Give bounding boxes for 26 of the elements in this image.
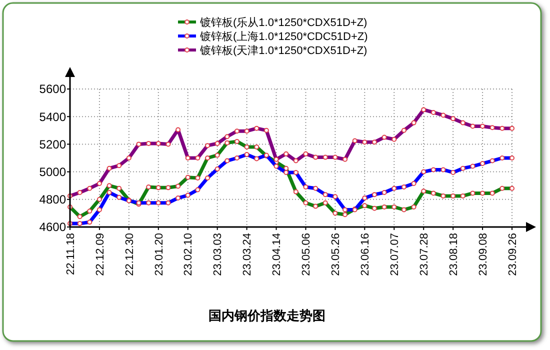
x-tick-label: 23.07.28 — [418, 233, 430, 276]
x-tick-label: 22.12.30 — [124, 233, 136, 276]
text: 国内钢价指数走势图 — [208, 308, 326, 323]
x-tick-label: 23.09.26 — [506, 233, 519, 276]
x-tick-label: 23.08.18 — [448, 233, 460, 276]
x-tick-label: 23.05.26 — [330, 233, 342, 276]
x-tick-label: 22.12.09 — [94, 233, 106, 276]
x-tick-label: 23.01.20 — [153, 233, 166, 276]
y-tick-label: 4600 — [39, 220, 66, 234]
y-tick-label: 5000 — [39, 165, 66, 179]
legend-label: 镀锌板(乐从1.0*1250*CDX51D+Z) — [199, 16, 368, 29]
x-tick-label: 23.07.07 — [388, 233, 401, 276]
x-tick-label: 23.05.06 — [300, 233, 313, 276]
y-tick-label: 5200 — [39, 137, 66, 152]
x-tick-label: 23.03.24 — [242, 233, 254, 276]
x-tick-label: 23.04.14 — [271, 233, 284, 276]
legend-label: 镀锌板(上海1.0*1250*CDC51D+Z) — [199, 30, 368, 43]
x-tick-label: 23.03.03 — [212, 233, 224, 276]
x-tick-label: 23.02.10 — [182, 233, 195, 276]
x-tick-label: 23.09.08 — [477, 233, 490, 276]
legend-label: 镀锌板(天津1.0*1250*CDX51D+Z) — [199, 44, 368, 57]
x-tick-label: 22.11.18 — [64, 233, 77, 276]
y-tick-label: 5600 — [39, 82, 66, 96]
y-tick-label: 5400 — [39, 110, 66, 124]
x-tick-label: 23.06.16 — [360, 233, 372, 276]
y-tick-label: 4800 — [39, 192, 66, 207]
